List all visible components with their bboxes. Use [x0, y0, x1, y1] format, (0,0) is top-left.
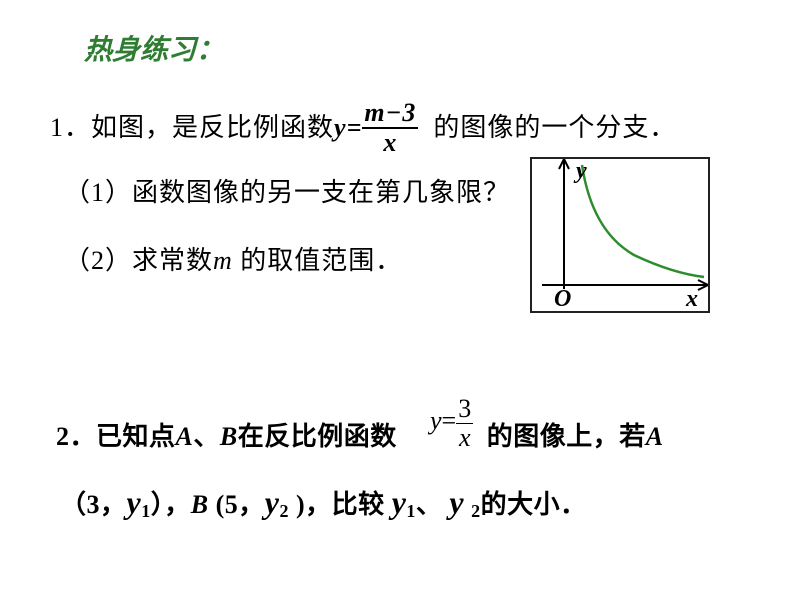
q2-y1b: y — [392, 484, 407, 520]
q2-comp: ，比较 — [305, 490, 385, 519]
q2-5: 5 — [225, 490, 239, 519]
q2-A: A — [176, 422, 194, 451]
q2-c1: ， — [100, 490, 127, 519]
q1-sub2-m: m — [213, 246, 233, 275]
q2-open: （ — [60, 490, 87, 519]
q2-close1: ） — [151, 490, 165, 519]
q2-dun2: 、 — [416, 490, 443, 519]
graph-label-x: x — [686, 286, 698, 313]
q1-eq: = — [347, 113, 363, 142]
q2-l1-c: 的图像上，若 — [487, 422, 646, 451]
q2-dun: 、 — [193, 422, 220, 451]
q2-l1-b: 在反比例函数 — [238, 422, 397, 451]
q1-sub1: （1）函数图像的另一支在第几象限？ — [64, 172, 510, 209]
q1-fraction: m−3x — [362, 100, 418, 156]
q2-s1: 1 — [141, 501, 151, 521]
q2-num: 3 — [456, 396, 473, 424]
question-1: 1．如图，是反比例函数y=m−3x 的图像的一个分支． — [50, 102, 676, 158]
graph-label-o: O — [554, 286, 571, 313]
q2-eq: = — [442, 406, 457, 435]
q2-y: y — [430, 406, 442, 435]
q1-sub2-a: （2）求常数 — [64, 246, 213, 275]
q2-s1b: 1 — [406, 501, 416, 521]
q2-cmid: ， — [164, 490, 191, 519]
q1-den: x — [362, 129, 418, 156]
q2-den: x — [456, 424, 473, 451]
q1-suffix: 的图像的一个分支． — [433, 113, 676, 142]
q2-close2: ) — [289, 490, 305, 519]
q2-y1: y — [127, 484, 142, 520]
q2-equation: y=3x — [430, 398, 473, 453]
q2-B: B — [220, 422, 238, 451]
q1-prefix: 1．如图，是反比例函数 — [50, 113, 334, 142]
q2-l1-a: 2．已知点 — [56, 422, 176, 451]
q1-sub2-b: 的取值范围． — [233, 246, 403, 275]
curve — [582, 165, 704, 277]
q2-s2b: 2 — [471, 501, 481, 521]
q2-B2: B — [191, 490, 209, 519]
q2-frac-inner: 3x — [456, 396, 473, 451]
warmup-title: 热身练习： — [84, 28, 224, 68]
q2-end: 的大小． — [481, 490, 587, 519]
q2-open2: ( — [209, 490, 225, 519]
graph-label-y: y — [576, 158, 587, 185]
question-2-line2: （3，y1），B (5，y2 )，比较 y1、 y 2的大小． — [60, 484, 587, 522]
q2-y2b: y — [449, 484, 464, 520]
q2-y2: y — [265, 484, 280, 520]
q1-y: y — [334, 113, 347, 142]
q2-A2: A — [646, 422, 664, 451]
q1-num: m−3 — [362, 100, 418, 129]
q1-sub2: （2）求常数m 的取值范围． — [64, 240, 402, 277]
q2-s2: 2 — [280, 501, 290, 521]
question-2-line1: 2．已知点A、B在反比例函数 的图像上，若A — [56, 416, 664, 453]
q2-c2: ， — [238, 490, 265, 519]
q2-3: 3 — [87, 490, 101, 519]
